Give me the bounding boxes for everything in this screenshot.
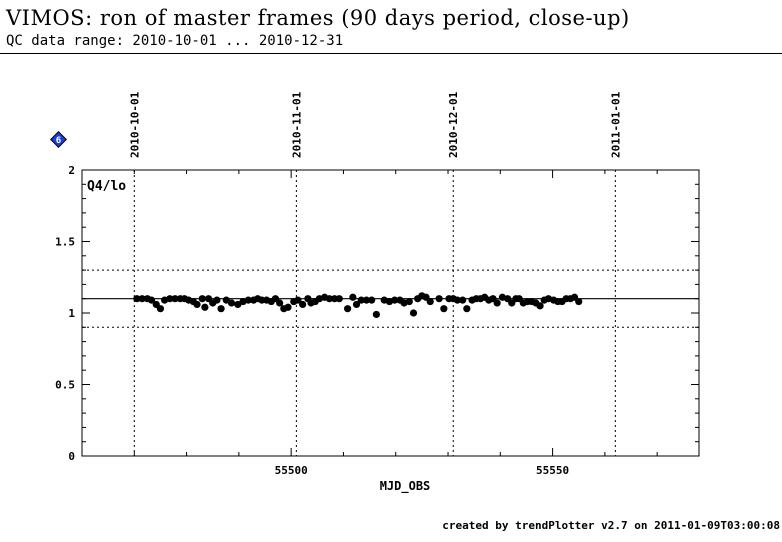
x-tick-label: 55550 (536, 464, 569, 477)
date-marker-label: 2010-12-01 (447, 91, 460, 158)
data-point (138, 295, 146, 303)
data-point (349, 293, 357, 301)
data-point (435, 295, 443, 303)
chart-title: VIMOS: ron of master frames (90 days per… (6, 6, 630, 30)
data-point (171, 295, 179, 303)
data-point (352, 300, 361, 309)
footer-credit: created by trendPlotter v2.7 on 2011-01-… (442, 519, 780, 532)
data-point (244, 296, 252, 304)
data-point (426, 297, 434, 306)
data-point (440, 305, 448, 313)
badge-diamond (50, 131, 67, 148)
data-point (217, 305, 225, 313)
y-tick-label: 0.5 (55, 379, 75, 392)
data-point (294, 296, 302, 304)
data-point (405, 297, 413, 306)
data-point (372, 310, 380, 319)
badge-label: 6 (56, 136, 61, 146)
data-point (493, 299, 501, 307)
data-point (409, 309, 418, 317)
data-point (133, 295, 141, 303)
data-point (147, 296, 156, 304)
chart-subtitle: QC data range: 2010-10-01 ... 2010-12-31 (6, 33, 344, 49)
data-point (575, 297, 583, 306)
date-marker-label: 2011-01-01 (609, 91, 622, 158)
data-point (463, 305, 471, 313)
data-point (227, 299, 236, 307)
data-point (325, 295, 333, 303)
data-point (193, 300, 201, 309)
data-point (357, 296, 365, 304)
panel-label: Q4/lo (87, 179, 126, 194)
data-point (453, 296, 462, 304)
data-point (362, 296, 371, 304)
data-point (335, 295, 343, 303)
x-tick-label: 55500 (275, 464, 308, 477)
y-tick-label: 1 (68, 307, 75, 320)
data-point (198, 295, 206, 303)
y-tick-label: 1.5 (55, 236, 75, 249)
data-point (299, 300, 307, 309)
x-axis-label: MJD_OBS (380, 479, 431, 494)
title-divider (0, 53, 782, 54)
data-point (284, 303, 292, 311)
data-point (201, 303, 209, 311)
date-marker-label: 2010-11-01 (290, 91, 303, 158)
data-point (156, 305, 165, 313)
y-tick-label: 2 (68, 164, 75, 177)
info-badge-icon[interactable]: 6 (50, 131, 67, 148)
data-point (166, 295, 174, 303)
plot-frame (81, 169, 700, 457)
data-point (213, 296, 221, 304)
data-point (459, 296, 467, 304)
data-point (368, 296, 376, 304)
date-marker-label: 2010-10-01 (128, 91, 141, 158)
data-point (344, 305, 352, 313)
y-tick-label: 0 (68, 450, 75, 463)
data-point (276, 299, 284, 307)
data-point (536, 302, 544, 310)
data-point (391, 296, 399, 304)
